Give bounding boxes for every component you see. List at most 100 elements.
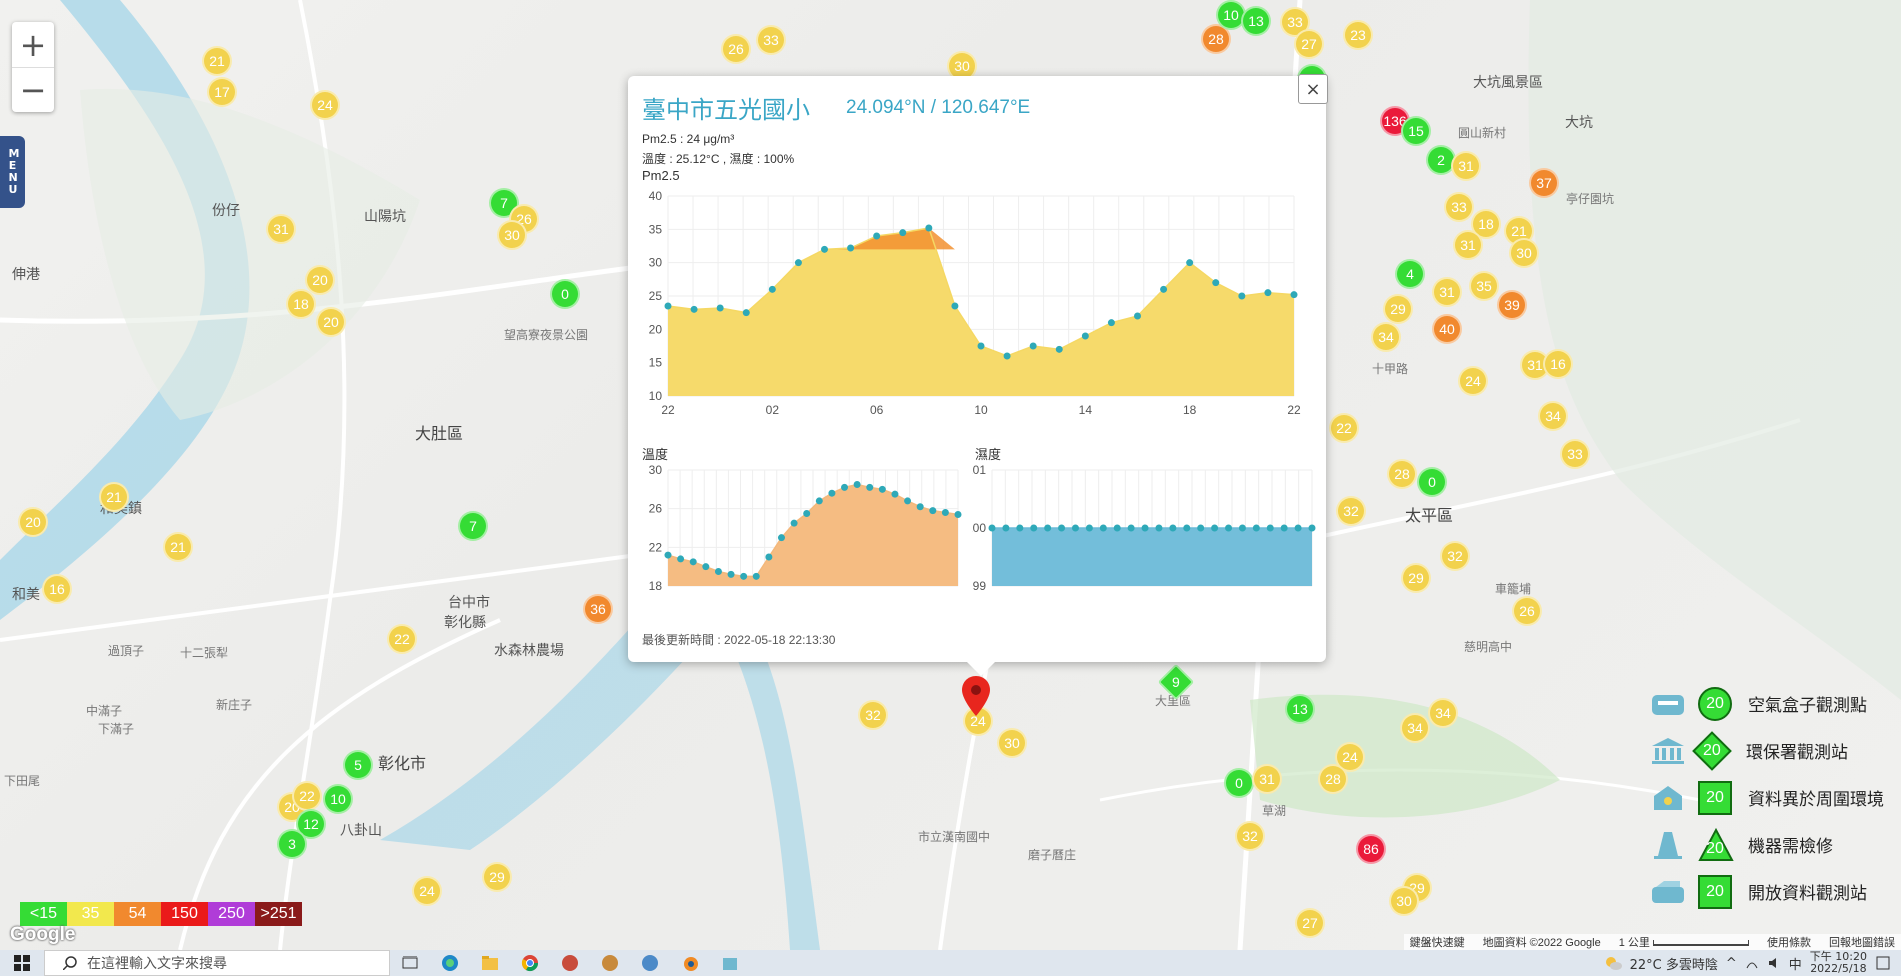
sensor-marker[interactable]: 26 bbox=[721, 34, 751, 64]
sensor-marker[interactable]: 35 bbox=[1469, 271, 1499, 301]
sensor-marker[interactable]: 34 bbox=[1400, 713, 1430, 743]
sensor-marker[interactable]: 5 bbox=[343, 750, 373, 780]
sensor-marker[interactable]: 10 bbox=[323, 784, 353, 814]
sensor-marker[interactable]: 22 bbox=[292, 781, 322, 811]
sensor-marker[interactable]: 34 bbox=[1371, 322, 1401, 352]
menu-tab-button[interactable]: MENU bbox=[0, 136, 25, 208]
sensor-marker[interactable]: 12 bbox=[296, 809, 326, 839]
sensor-marker[interactable]: 0 bbox=[1417, 467, 1447, 497]
file-explorer-icon[interactable] bbox=[470, 950, 510, 976]
sensor-marker[interactable]: 32 bbox=[858, 700, 888, 730]
sensor-marker[interactable]: 33 bbox=[1560, 439, 1590, 469]
sensor-marker[interactable]: 24 bbox=[412, 876, 442, 906]
sensor-marker-value: 4 bbox=[1406, 266, 1414, 282]
sensor-marker[interactable]: 31 bbox=[1453, 230, 1483, 260]
place-label: 彰化市 bbox=[378, 756, 427, 773]
sensor-marker[interactable]: 30 bbox=[997, 728, 1027, 758]
sensor-marker[interactable]: 16 bbox=[1543, 349, 1573, 379]
sensor-marker[interactable]: 27 bbox=[1295, 908, 1325, 938]
sensor-marker[interactable]: 7 bbox=[489, 188, 519, 218]
taskbar-search-box[interactable]: 在這裡輸入文字來搜尋 bbox=[44, 950, 390, 976]
sensor-marker[interactable]: 34 bbox=[1538, 401, 1568, 431]
sensor-marker[interactable]: 21 bbox=[163, 532, 193, 562]
sensor-marker[interactable]: 20 bbox=[305, 265, 335, 295]
sensor-marker[interactable]: 7 bbox=[458, 511, 488, 541]
sensor-marker[interactable]: 34 bbox=[1428, 698, 1458, 728]
aqi-legend-cell: <15 bbox=[20, 902, 67, 926]
app-icon[interactable] bbox=[630, 950, 670, 976]
sensor-marker[interactable]: 13 bbox=[1241, 6, 1271, 36]
sensor-marker[interactable]: 31 bbox=[266, 214, 296, 244]
sensor-marker[interactable]: 30 bbox=[497, 220, 527, 250]
sensor-marker[interactable]: 0 bbox=[1224, 768, 1254, 798]
sensor-marker[interactable]: 18 bbox=[286, 289, 316, 319]
place-label: 下滿子 bbox=[98, 722, 135, 736]
sensor-marker[interactable]: 29 bbox=[1383, 294, 1413, 324]
zoom-in-button[interactable]: + bbox=[19, 25, 47, 64]
sensor-marker[interactable]: 26 bbox=[1512, 596, 1542, 626]
sensor-marker[interactable]: 3 bbox=[277, 829, 307, 859]
report-error-link[interactable]: 回報地圖錯誤 bbox=[1829, 937, 1895, 949]
sensor-marker[interactable]: 22 bbox=[1329, 413, 1359, 443]
task-view-icon[interactable] bbox=[390, 950, 430, 976]
tray-chevron-up-icon[interactable]: ^ bbox=[1725, 955, 1737, 971]
sensor-marker[interactable]: 17 bbox=[207, 77, 237, 107]
volume-icon[interactable] bbox=[1767, 956, 1781, 970]
ime-indicator[interactable]: 中 bbox=[1788, 957, 1802, 973]
popup-close-button[interactable]: × bbox=[1298, 74, 1328, 104]
app-icon[interactable] bbox=[550, 950, 590, 976]
sensor-marker[interactable]: 24 bbox=[1458, 366, 1488, 396]
sensor-marker[interactable]: 36 bbox=[583, 594, 613, 624]
sensor-marker-value: 27 bbox=[1302, 915, 1318, 931]
sensor-marker[interactable]: 21 bbox=[99, 482, 129, 512]
keyboard-shortcuts-link[interactable]: 鍵盤快速鍵 bbox=[1409, 937, 1465, 949]
blender-icon[interactable] bbox=[670, 950, 710, 976]
app-icon[interactable] bbox=[710, 950, 750, 976]
sensor-marker[interactable]: 31 bbox=[1451, 151, 1481, 181]
data-point bbox=[815, 497, 823, 505]
sensor-marker[interactable]: 0 bbox=[550, 279, 580, 309]
sensor-marker[interactable]: 22 bbox=[387, 624, 417, 654]
map[interactable]: 份仔 山陽坑 伸港 大肚區 和美鎮 和美 過頂子 十二張犁 中滿子 下滿子 新庄… bbox=[0, 0, 1901, 950]
sensor-marker[interactable]: 32 bbox=[1235, 821, 1265, 851]
clock[interactable]: 下午 10:20 2022/5/18 bbox=[1810, 951, 1867, 975]
weather-icon bbox=[1605, 957, 1622, 970]
sensor-marker[interactable]: 15 bbox=[1401, 116, 1431, 146]
chrome-browser-icon[interactable] bbox=[510, 950, 550, 976]
sensor-marker[interactable]: 20 bbox=[18, 507, 48, 537]
sensor-marker[interactable]: 37 bbox=[1529, 168, 1559, 198]
sensor-marker[interactable]: 33 bbox=[756, 25, 786, 55]
sensor-marker[interactable]: 16 bbox=[42, 574, 72, 604]
sensor-marker-value: 33 bbox=[1287, 14, 1303, 30]
sensor-marker[interactable]: 31 bbox=[1432, 277, 1462, 307]
sensor-marker[interactable]: 29 bbox=[1401, 563, 1431, 593]
sensor-marker[interactable]: 31 bbox=[1252, 764, 1282, 794]
sensor-marker[interactable]: 32 bbox=[1440, 541, 1470, 571]
sensor-marker[interactable]: 86 bbox=[1356, 834, 1386, 864]
sensor-marker[interactable]: 27 bbox=[1294, 29, 1324, 59]
zoom-out-button[interactable]: − bbox=[12, 67, 54, 112]
sensor-marker[interactable]: 28 bbox=[1387, 459, 1417, 489]
sensor-marker[interactable]: 40 bbox=[1432, 314, 1462, 344]
sensor-marker[interactable]: 33 bbox=[1444, 192, 1474, 222]
edge-browser-icon[interactable] bbox=[430, 950, 470, 976]
sensor-marker[interactable]: 24 bbox=[310, 90, 340, 120]
notification-icon[interactable] bbox=[1875, 955, 1891, 971]
sensor-marker[interactable]: 23 bbox=[1343, 20, 1373, 50]
sensor-marker[interactable]: 20 bbox=[316, 307, 346, 337]
sensor-marker[interactable]: 13 bbox=[1285, 694, 1315, 724]
legend-label: 機器需檢修 bbox=[1748, 837, 1833, 857]
sensor-marker[interactable]: 30 bbox=[1509, 238, 1539, 268]
windows-start-button[interactable] bbox=[0, 950, 44, 976]
sensor-marker[interactable]: 39 bbox=[1497, 290, 1527, 320]
sensor-marker[interactable]: 30 bbox=[1389, 886, 1419, 916]
sensor-marker[interactable]: 32 bbox=[1336, 496, 1366, 526]
app-icon[interactable] bbox=[590, 950, 630, 976]
sensor-marker[interactable]: 21 bbox=[202, 46, 232, 76]
network-icon[interactable] bbox=[1745, 956, 1759, 970]
sensor-marker[interactable]: 28 bbox=[1318, 764, 1348, 794]
sensor-marker[interactable]: 29 bbox=[482, 862, 512, 892]
sensor-marker[interactable]: 4 bbox=[1395, 259, 1425, 289]
terms-link[interactable]: 使用條款 bbox=[1767, 937, 1811, 949]
selected-location-pin-icon[interactable] bbox=[962, 676, 990, 716]
